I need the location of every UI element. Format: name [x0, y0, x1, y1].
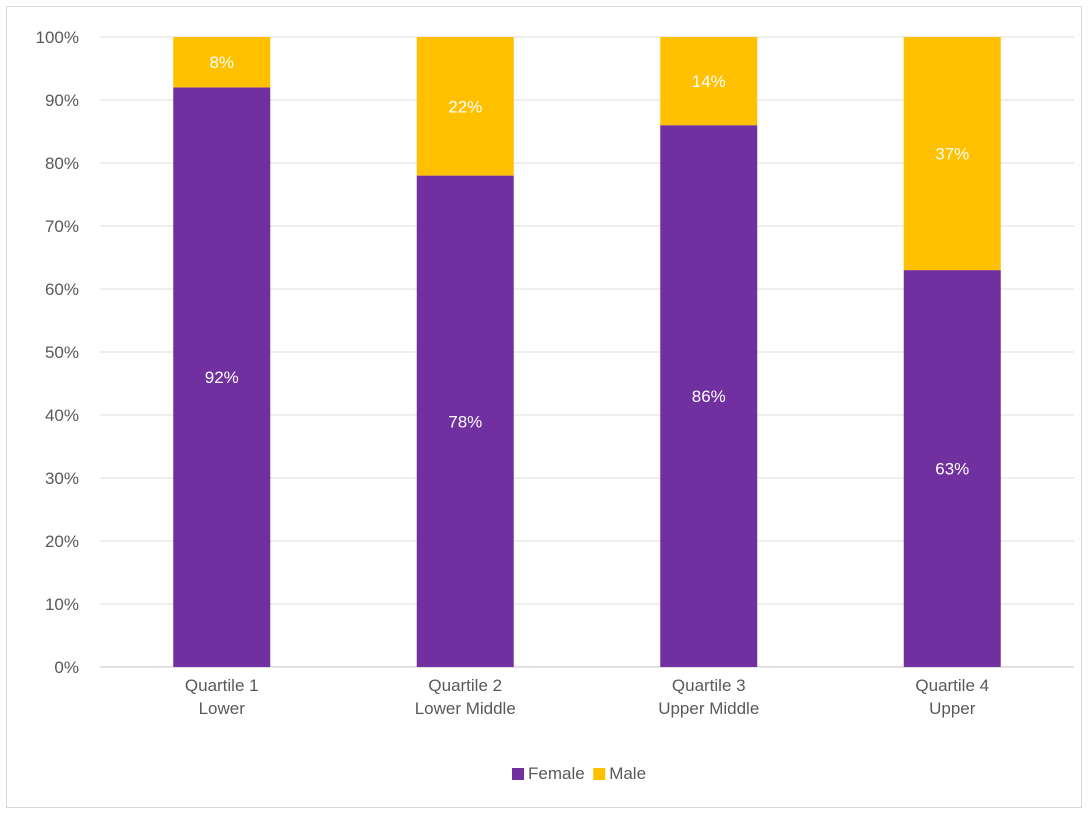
bar-female [660, 125, 758, 667]
bar-female [173, 87, 271, 667]
x-category-label: Quartile 3 [672, 676, 746, 695]
x-axis-category-labels: Quartile 1 Lower Quartile 2 Lower Middle Qua… [185, 676, 989, 718]
stacked-bar-chart: 0% 10% 20% 30% 40% 50% 60% 70% 80% 90% 100% 92% 8% 7… [36, 28, 1074, 783]
data-label: 86% [692, 387, 726, 406]
x-category-label: Upper Middle [658, 699, 759, 718]
bars: 92% 8% 78% 22% 86% 14% 63% 37% [173, 37, 1001, 667]
bar-male [660, 37, 758, 126]
bar-male [173, 37, 271, 88]
data-label: 92% [205, 368, 239, 387]
y-tick-label: 40% [45, 406, 79, 425]
legend-swatch-male [593, 768, 606, 780]
data-label: 22% [448, 97, 482, 116]
data-label: 78% [448, 412, 482, 431]
x-category-label: Quartile 1 [185, 676, 259, 695]
y-tick-label: 10% [45, 595, 79, 614]
legend: Female Male [512, 764, 646, 783]
chart-frame: 0% 10% 20% 30% 40% 50% 60% 70% 80% 90% 100% 92% 8% 7… [6, 6, 1082, 808]
data-label: 8% [209, 53, 234, 72]
bar-female [903, 270, 1001, 667]
y-tick-label: 70% [45, 217, 79, 236]
bar-male [416, 37, 514, 176]
y-tick-label: 80% [45, 154, 79, 173]
bar-male [903, 37, 1001, 271]
y-axis-tick-labels: 0% 10% 20% 30% 40% 50% 60% 70% 80% 90% 100% [36, 28, 79, 677]
bar-female [416, 175, 514, 667]
data-label: 37% [935, 145, 969, 164]
y-tick-label: 90% [45, 91, 79, 110]
y-tick-label: 50% [45, 343, 79, 362]
legend-label-female: Female [528, 764, 585, 783]
data-label: 14% [692, 72, 726, 91]
x-category-label: Quartile 2 [428, 676, 502, 695]
x-category-label: Lower [199, 699, 246, 718]
y-tick-label: 30% [45, 469, 79, 488]
legend-label-male: Male [609, 764, 646, 783]
y-tick-label: 0% [54, 658, 79, 677]
y-tick-label: 60% [45, 280, 79, 299]
x-category-label: Quartile 4 [915, 676, 989, 695]
data-label: 63% [935, 460, 969, 479]
x-category-label: Lower Middle [415, 699, 516, 718]
x-category-label: Upper [929, 699, 976, 718]
y-tick-label: 20% [45, 532, 79, 551]
legend-swatch-female [512, 768, 524, 780]
y-tick-label: 100% [36, 28, 79, 47]
